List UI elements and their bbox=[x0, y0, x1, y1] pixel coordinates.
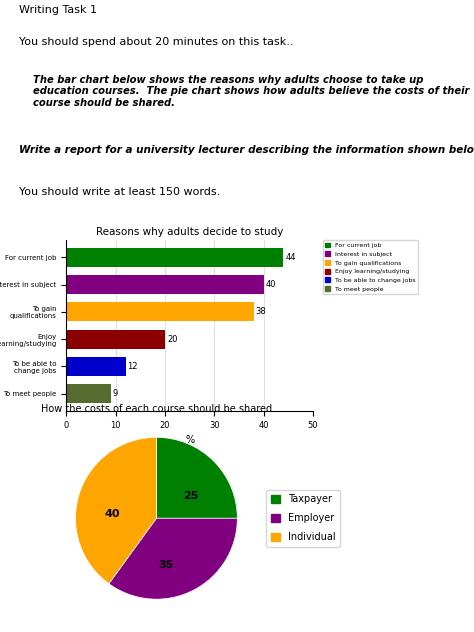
Text: 44: 44 bbox=[285, 253, 296, 262]
Bar bbox=[66, 248, 283, 267]
Bar bbox=[66, 329, 165, 349]
Legend: For current job, Interest in subject, To gain qualifications, Enjoy learning/stu: For current job, Interest in subject, To… bbox=[323, 240, 419, 294]
Title: Reasons why adults decide to study: Reasons why adults decide to study bbox=[96, 227, 283, 236]
Text: You should write at least 150 words.: You should write at least 150 words. bbox=[19, 187, 220, 197]
Bar bbox=[66, 357, 126, 376]
X-axis label: %: % bbox=[185, 435, 194, 445]
Wedge shape bbox=[156, 437, 237, 518]
Bar bbox=[66, 275, 264, 294]
Text: The bar chart below shows the reasons why adults choose to take up
    education: The bar chart below shows the reasons wh… bbox=[19, 75, 469, 108]
Text: 38: 38 bbox=[255, 307, 266, 317]
Text: 25: 25 bbox=[182, 490, 198, 501]
Bar bbox=[66, 302, 254, 322]
Text: Write a report for a university lecturer describing the information shown below: Write a report for a university lecturer… bbox=[19, 145, 474, 155]
Text: 35: 35 bbox=[158, 560, 174, 570]
Legend: Taxpayer, Employer, Individual: Taxpayer, Employer, Individual bbox=[266, 490, 340, 547]
Text: You should spend about 20 minutes on this task..: You should spend about 20 minutes on thi… bbox=[19, 37, 293, 47]
Wedge shape bbox=[75, 437, 156, 584]
Text: 20: 20 bbox=[167, 334, 177, 344]
Text: 40: 40 bbox=[104, 509, 119, 520]
Text: 12: 12 bbox=[128, 362, 138, 371]
Bar bbox=[66, 384, 111, 403]
Title: How the costs of each course should be shared: How the costs of each course should be s… bbox=[41, 404, 272, 413]
Text: 9: 9 bbox=[113, 389, 118, 398]
Text: Writing Task 1: Writing Task 1 bbox=[19, 4, 97, 15]
Text: 40: 40 bbox=[265, 280, 276, 289]
Wedge shape bbox=[109, 518, 237, 599]
